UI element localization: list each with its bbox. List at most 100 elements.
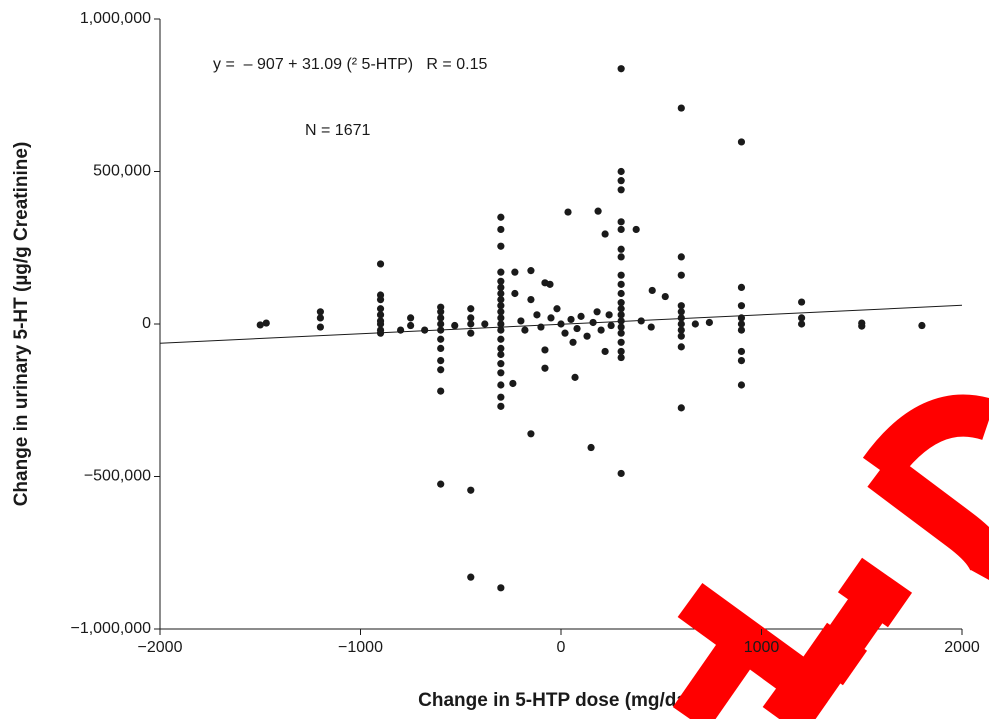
data-point: [497, 308, 505, 316]
data-point: [617, 186, 625, 194]
data-point: [497, 335, 505, 343]
data-point: [617, 311, 625, 319]
data-point: [607, 321, 615, 330]
data-point: [561, 329, 569, 337]
data-point: [497, 296, 505, 304]
data-point: [677, 308, 685, 316]
data-point: [497, 314, 505, 322]
data-point: [511, 268, 519, 276]
data-point: [467, 329, 475, 337]
data-point: [497, 242, 505, 250]
data-point: [677, 320, 685, 328]
data-point: [376, 311, 385, 319]
data-point: [661, 292, 669, 301]
data-point: [677, 104, 685, 112]
x-tick-label: −2000: [138, 639, 183, 656]
data-point: [677, 332, 685, 340]
watermark: [672, 394, 989, 719]
data-point: [546, 280, 554, 288]
data-point: [737, 138, 746, 146]
data-point: [376, 260, 385, 268]
data-point: [617, 469, 625, 478]
trend-line: [159, 304, 963, 344]
data-point: [497, 283, 505, 291]
data-point: [737, 326, 746, 334]
data-point: [617, 347, 625, 356]
data-point: [316, 314, 324, 322]
data-point: [677, 404, 685, 412]
data-point: [497, 225, 505, 234]
y-axis-title: Change in urinary 5-HT (µg/g Creatinine): [11, 142, 32, 507]
data-point: [593, 308, 601, 316]
data-point: [601, 230, 609, 238]
data-point: [527, 267, 535, 275]
data-point: [397, 326, 405, 334]
data-point: [617, 329, 625, 337]
data-point: [527, 296, 535, 304]
data-point: [677, 343, 685, 351]
data-point: [481, 320, 489, 328]
plot-area: [159, 65, 963, 592]
data-point: [497, 369, 505, 377]
data-point: [597, 326, 605, 334]
data-point: [467, 573, 475, 581]
data-point: [497, 326, 505, 334]
y-tick-label: 0: [142, 315, 151, 332]
data-point: [617, 338, 625, 346]
data-point: [601, 347, 609, 356]
data-point: [541, 364, 549, 372]
data-point: [497, 302, 505, 310]
data-point: [798, 320, 806, 328]
data-point: [262, 319, 270, 327]
data-point: [509, 379, 517, 388]
data-point: [567, 315, 575, 324]
data-point: [737, 347, 746, 356]
data-point: [407, 314, 415, 322]
data-point: [617, 253, 625, 261]
data-point: [437, 335, 445, 343]
data-point: [511, 289, 519, 298]
data-point: [376, 296, 385, 304]
data-point: [737, 381, 746, 389]
data-point: [517, 317, 525, 325]
y-tick-label: −500,000: [84, 468, 151, 485]
data-point: [617, 323, 625, 331]
data-point: [617, 218, 625, 226]
data-point: [497, 268, 505, 276]
data-point: [437, 366, 445, 374]
data-point: [533, 311, 541, 319]
data-point: [617, 245, 625, 253]
data-point: [737, 357, 746, 365]
data-point: [467, 486, 475, 494]
data-point: [497, 381, 505, 389]
y-tick-label: 500,000: [93, 163, 151, 180]
data-point: [537, 323, 545, 331]
data-point: [497, 350, 505, 359]
data-point: [577, 312, 585, 320]
data-point: [497, 584, 505, 592]
data-point: [437, 357, 445, 365]
data-point: [677, 271, 685, 279]
data-point: [437, 314, 445, 322]
data-point: [497, 213, 505, 221]
data-point: [467, 305, 475, 313]
data-point: [677, 314, 685, 322]
n-annotation: N = 1671: [305, 122, 370, 139]
data-point: [256, 321, 264, 329]
data-point: [647, 323, 655, 331]
data-point: [617, 280, 625, 288]
data-point: [527, 430, 535, 438]
data-point: [617, 353, 625, 362]
data-point: [437, 480, 445, 488]
data-point: [497, 393, 505, 401]
data-point: [583, 332, 591, 340]
data-point: [569, 338, 577, 346]
data-point: [437, 387, 445, 395]
data-point: [437, 320, 445, 328]
data-point: [648, 286, 656, 295]
x-tick-label: −1000: [338, 639, 383, 656]
data-point: [617, 167, 625, 176]
data-point: [632, 225, 640, 234]
